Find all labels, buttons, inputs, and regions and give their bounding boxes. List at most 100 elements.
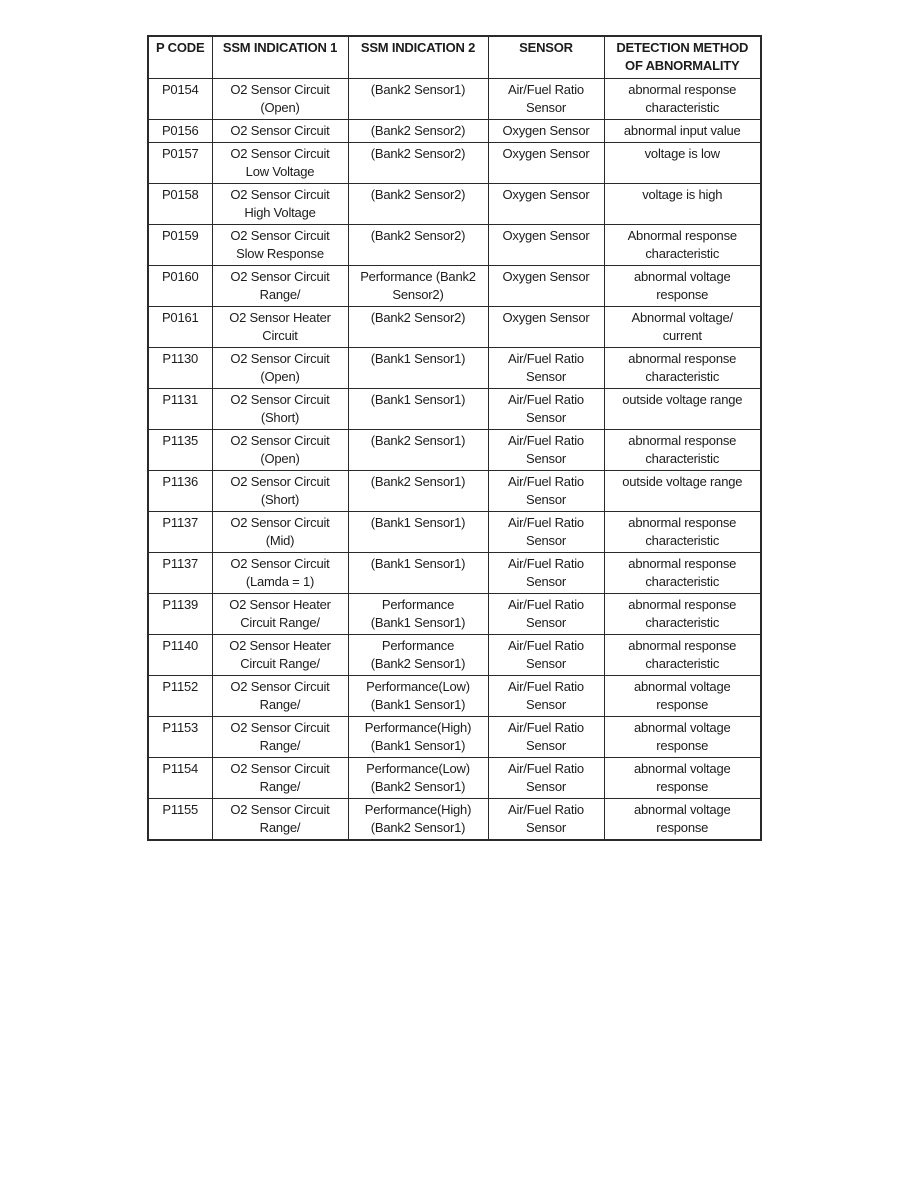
cell-p-code: P0161 — [147, 306, 213, 348]
cell-sensor: Air/Fuel Ratio Sensor — [487, 511, 605, 553]
cell-p-code: P0154 — [147, 78, 213, 120]
table-row: P0158 O2 Sensor Circuit High Voltage (Ba… — [147, 183, 762, 225]
cell-ssm-indication-1: O2 Sensor Circuit Range/ — [211, 757, 349, 799]
table-row: P0157 O2 Sensor Circuit Low Voltage (Ban… — [147, 142, 762, 184]
table-row: P1131 O2 Sensor Circuit (Short) (Bank1 S… — [147, 388, 762, 430]
table-row: P0159 O2 Sensor Circuit Slow Response (B… — [147, 224, 762, 266]
cell-p-code: P1137 — [147, 511, 213, 553]
cell-ssm-indication-2: (Bank2 Sensor2) — [347, 306, 489, 348]
table-row: P1140 O2 Sensor Heater Circuit Range/ Pe… — [147, 634, 762, 676]
table-row: P1152 O2 Sensor Circuit Range/ Performan… — [147, 675, 762, 717]
table-row: P0156 O2 Sensor Circuit (Bank2 Sensor2) … — [147, 119, 762, 143]
table-row: P0161 O2 Sensor Heater Circuit (Bank2 Se… — [147, 306, 762, 348]
table-row: P1137 O2 Sensor Circuit (Mid) (Bank1 Sen… — [147, 511, 762, 553]
table-row: P1130 O2 Sensor Circuit (Open) (Bank1 Se… — [147, 347, 762, 389]
cell-p-code: P0159 — [147, 224, 213, 266]
table-row: P1153 O2 Sensor Circuit Range/ Performan… — [147, 716, 762, 758]
cell-ssm-indication-2: (Bank1 Sensor1) — [347, 388, 489, 430]
cell-p-code: P0160 — [147, 265, 213, 307]
cell-detection-method: abnormal response characteristic — [603, 552, 762, 594]
dtc-code-table: P CODE SSM INDICATION 1 SSM INDICATION 2… — [147, 35, 762, 841]
cell-ssm-indication-1: O2 Sensor Circuit Range/ — [211, 265, 349, 307]
cell-ssm-indication-2: Performance(High) (Bank1 Sensor1) — [347, 716, 489, 758]
cell-ssm-indication-1: O2 Sensor Circuit Range/ — [211, 675, 349, 717]
cell-ssm-indication-1: O2 Sensor Circuit (Short) — [211, 388, 349, 430]
cell-p-code: P1135 — [147, 429, 213, 471]
cell-ssm-indication-1: O2 Sensor Heater Circuit — [211, 306, 349, 348]
cell-p-code: P1136 — [147, 470, 213, 512]
cell-ssm-indication-1: O2 Sensor Circuit (Open) — [211, 78, 349, 120]
cell-p-code: P1140 — [147, 634, 213, 676]
cell-detection-method: abnormal response characteristic — [603, 634, 762, 676]
cell-ssm-indication-2: (Bank2 Sensor2) — [347, 183, 489, 225]
cell-ssm-indication-2: Performance (Bank1 Sensor1) — [347, 593, 489, 635]
table-row: P1139 O2 Sensor Heater Circuit Range/ Pe… — [147, 593, 762, 635]
cell-detection-method: abnormal response characteristic — [603, 593, 762, 635]
column-header-ssm-indication-1: SSM INDICATION 1 — [211, 35, 349, 79]
cell-detection-method: outside voltage range — [603, 388, 762, 430]
cell-sensor: Air/Fuel Ratio Sensor — [487, 388, 605, 430]
cell-sensor: Air/Fuel Ratio Sensor — [487, 593, 605, 635]
table-row: P1136 O2 Sensor Circuit (Short) (Bank2 S… — [147, 470, 762, 512]
table-row: P1155 O2 Sensor Circuit Range/ Performan… — [147, 798, 762, 841]
cell-sensor: Air/Fuel Ratio Sensor — [487, 716, 605, 758]
cell-sensor: Air/Fuel Ratio Sensor — [487, 429, 605, 471]
cell-sensor: Oxygen Sensor — [487, 183, 605, 225]
cell-ssm-indication-2: (Bank1 Sensor1) — [347, 552, 489, 594]
cell-ssm-indication-1: O2 Sensor Heater Circuit Range/ — [211, 634, 349, 676]
table-row: P0160 O2 Sensor Circuit Range/ Performan… — [147, 265, 762, 307]
cell-ssm-indication-1: O2 Sensor Circuit Range/ — [211, 798, 349, 841]
cell-ssm-indication-2: (Bank1 Sensor1) — [347, 511, 489, 553]
cell-detection-method: abnormal response characteristic — [603, 511, 762, 553]
cell-sensor: Oxygen Sensor — [487, 265, 605, 307]
cell-ssm-indication-1: O2 Sensor Circuit Low Voltage — [211, 142, 349, 184]
cell-detection-method: voltage is low — [603, 142, 762, 184]
cell-p-code: P1152 — [147, 675, 213, 717]
cell-sensor: Air/Fuel Ratio Sensor — [487, 675, 605, 717]
cell-ssm-indication-1: O2 Sensor Circuit — [211, 119, 349, 143]
cell-sensor: Air/Fuel Ratio Sensor — [487, 634, 605, 676]
cell-detection-method: voltage is high — [603, 183, 762, 225]
column-header-detection-method: DETECTION METHOD OF ABNORMALITY — [603, 35, 762, 79]
table-row: P1137 O2 Sensor Circuit (Lamda = 1) (Ban… — [147, 552, 762, 594]
cell-p-code: P0156 — [147, 119, 213, 143]
cell-detection-method: abnormal response characteristic — [603, 347, 762, 389]
cell-ssm-indication-1: O2 Sensor Circuit High Voltage — [211, 183, 349, 225]
cell-p-code: P1155 — [147, 798, 213, 841]
cell-sensor: Oxygen Sensor — [487, 224, 605, 266]
table-row: P1154 O2 Sensor Circuit Range/ Performan… — [147, 757, 762, 799]
cell-detection-method: outside voltage range — [603, 470, 762, 512]
cell-sensor: Oxygen Sensor — [487, 142, 605, 184]
cell-ssm-indication-2: (Bank2 Sensor2) — [347, 142, 489, 184]
cell-ssm-indication-1: O2 Sensor Circuit Slow Response — [211, 224, 349, 266]
cell-sensor: Air/Fuel Ratio Sensor — [487, 78, 605, 120]
cell-sensor: Oxygen Sensor — [487, 306, 605, 348]
cell-sensor: Air/Fuel Ratio Sensor — [487, 347, 605, 389]
cell-ssm-indication-2: (Bank2 Sensor1) — [347, 470, 489, 512]
cell-ssm-indication-2: Performance(Low) (Bank2 Sensor1) — [347, 757, 489, 799]
cell-detection-method: abnormal voltage response — [603, 675, 762, 717]
cell-detection-method: Abnormal response characteristic — [603, 224, 762, 266]
cell-ssm-indication-2: (Bank2 Sensor1) — [347, 429, 489, 471]
cell-sensor: Oxygen Sensor — [487, 119, 605, 143]
cell-p-code: P1137 — [147, 552, 213, 594]
cell-ssm-indication-1: O2 Sensor Circuit (Mid) — [211, 511, 349, 553]
cell-ssm-indication-1: O2 Sensor Circuit (Short) — [211, 470, 349, 512]
cell-detection-method: abnormal response characteristic — [603, 78, 762, 120]
cell-p-code: P1131 — [147, 388, 213, 430]
column-header-ssm-indication-2: SSM INDICATION 2 — [347, 35, 489, 79]
cell-ssm-indication-2: Performance(Low) (Bank1 Sensor1) — [347, 675, 489, 717]
cell-ssm-indication-2: (Bank2 Sensor1) — [347, 78, 489, 120]
table-row: P1135 O2 Sensor Circuit (Open) (Bank2 Se… — [147, 429, 762, 471]
column-header-p-code: P CODE — [147, 35, 213, 79]
cell-p-code: P1153 — [147, 716, 213, 758]
cell-ssm-indication-2: (Bank1 Sensor1) — [347, 347, 489, 389]
cell-p-code: P1154 — [147, 757, 213, 799]
cell-ssm-indication-1: O2 Sensor Circuit (Lamda = 1) — [211, 552, 349, 594]
cell-p-code: P0157 — [147, 142, 213, 184]
cell-p-code: P1130 — [147, 347, 213, 389]
table-row: P0154 O2 Sensor Circuit (Open) (Bank2 Se… — [147, 78, 762, 120]
cell-sensor: Air/Fuel Ratio Sensor — [487, 798, 605, 841]
cell-detection-method: abnormal voltage response — [603, 798, 762, 841]
column-header-sensor: SENSOR — [487, 35, 605, 79]
